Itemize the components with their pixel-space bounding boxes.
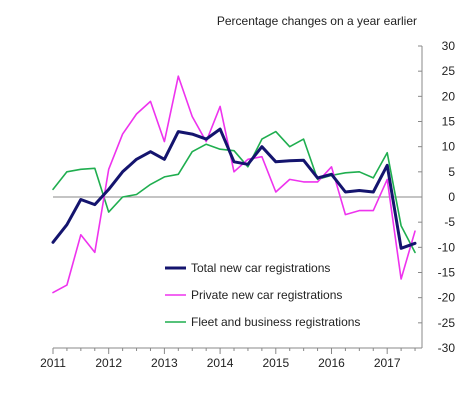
y-tick-label: 0 bbox=[448, 190, 455, 204]
y-tick-label: -20 bbox=[438, 291, 456, 305]
legend: Total new car registrations Private new c… bbox=[165, 261, 360, 329]
series-line-3 bbox=[52, 130, 416, 254]
x-tick-label: 2014 bbox=[207, 356, 234, 370]
y-tick-label: 20 bbox=[442, 89, 456, 103]
y-tick-label: 15 bbox=[442, 115, 456, 129]
y-tick-label: -5 bbox=[444, 215, 455, 229]
y-tick-label: -25 bbox=[438, 316, 456, 330]
y-tick-label: 10 bbox=[442, 140, 456, 154]
y-tick-label: 25 bbox=[442, 64, 456, 78]
legend-label: Private new car registrations bbox=[191, 288, 342, 302]
series-lines bbox=[51, 75, 417, 294]
series-line-2 bbox=[52, 75, 416, 294]
x-tick-label: 2013 bbox=[151, 356, 178, 370]
y-tick-label: 30 bbox=[442, 39, 456, 53]
y-tick-label: 5 bbox=[448, 165, 455, 179]
x-tick-label: 2017 bbox=[374, 356, 401, 370]
series-line-1 bbox=[51, 127, 417, 250]
legend-label: Total new car registrations bbox=[191, 261, 330, 275]
y-tick-label: -30 bbox=[438, 341, 456, 355]
y-tick-label: -10 bbox=[438, 240, 456, 254]
x-tick-label: 2012 bbox=[95, 356, 122, 370]
x-tick-label: 2016 bbox=[318, 356, 345, 370]
x-tick-label: 2011 bbox=[40, 356, 66, 370]
x-tick-label: 2015 bbox=[262, 356, 289, 370]
legend-label: Fleet and business registrations bbox=[191, 315, 360, 329]
y-tick-label: -15 bbox=[438, 266, 456, 280]
y-axis-label: Percentage changes on a year earlier bbox=[217, 14, 417, 28]
